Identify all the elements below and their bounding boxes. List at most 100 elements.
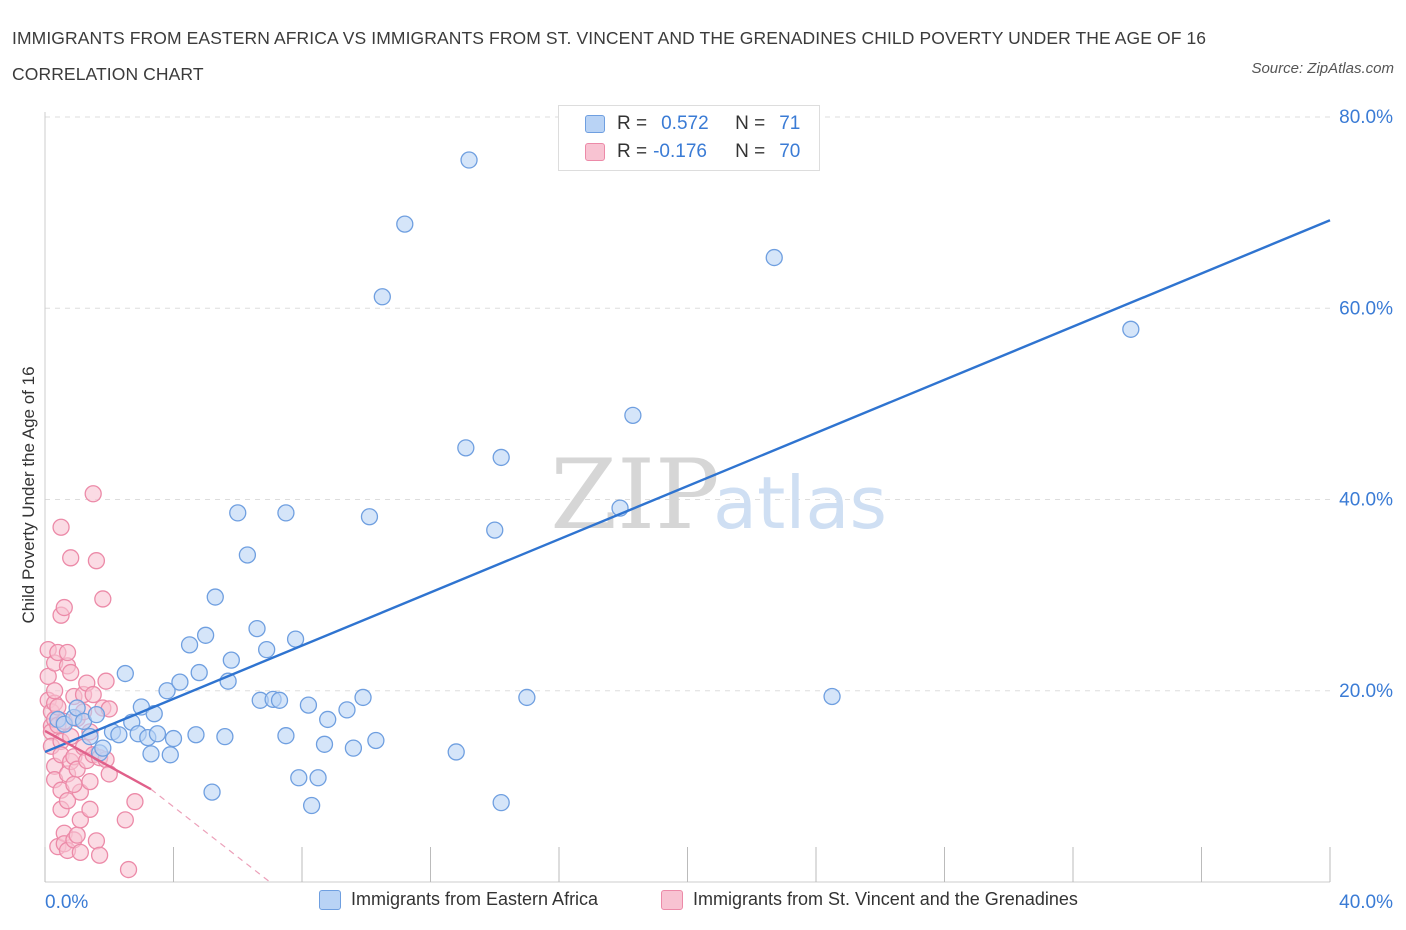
- stats-legend: R = 0.572 N = 71 R = -0.176 N = 70: [558, 105, 820, 171]
- data-point-eastern-africa: [315, 735, 334, 753]
- data-point-eastern-africa: [238, 546, 257, 564]
- data-point-eastern-africa: [457, 439, 475, 457]
- y-tick-label: 40.0%: [1339, 490, 1393, 511]
- data-point-eastern-africa: [203, 783, 221, 801]
- data-point-eastern-africa: [354, 688, 372, 707]
- r-value-blue: 0.572: [661, 113, 709, 134]
- blue-series-points: [49, 151, 1140, 815]
- watermark-zip: ZIP: [550, 439, 719, 551]
- axes: 20.0% 40.0% 60.0% 80.0% 0.0% 40.0%: [44, 107, 1393, 913]
- data-point-eastern-africa: [87, 706, 106, 724]
- x-tick-label: 0.0%: [45, 892, 88, 913]
- data-point-eastern-africa: [248, 619, 266, 638]
- data-point-eastern-africa: [319, 710, 337, 729]
- data-point-eastern-africa: [396, 215, 414, 233]
- data-point-st-vincent: [87, 552, 106, 570]
- data-point-st-vincent: [81, 800, 99, 818]
- blue-swatch: [319, 889, 341, 910]
- data-point-eastern-africa: [447, 743, 465, 761]
- data-point-eastern-africa: [367, 731, 385, 750]
- data-point-eastern-africa: [180, 636, 199, 654]
- data-point-eastern-africa: [823, 687, 841, 706]
- data-point-eastern-africa: [765, 248, 783, 267]
- data-point-eastern-africa: [216, 728, 234, 746]
- data-point-eastern-africa: [270, 691, 289, 709]
- data-point-eastern-africa: [290, 769, 308, 787]
- data-point-eastern-africa: [309, 769, 327, 787]
- n-value-pink: 70: [779, 141, 801, 162]
- data-point-eastern-africa: [222, 651, 240, 669]
- gridlines: [45, 116, 1330, 692]
- legend-item-st-vincent: Immigrants from St. Vincent and the Gren…: [661, 889, 1078, 910]
- r-value-pink: -0.176: [653, 141, 707, 162]
- data-point-st-vincent: [62, 549, 80, 567]
- data-point-st-vincent: [126, 793, 144, 811]
- data-point-eastern-africa: [116, 664, 134, 683]
- data-point-st-vincent: [65, 775, 83, 794]
- y-axis-label: Child Poverty Under the Age of 16: [19, 366, 38, 623]
- data-point-eastern-africa: [196, 626, 215, 644]
- y-tick-label: 80.0%: [1339, 107, 1393, 128]
- data-point-st-vincent: [84, 685, 102, 704]
- data-point-eastern-africa: [460, 151, 478, 169]
- data-point-eastern-africa: [187, 726, 205, 744]
- n-value-blue: 71: [779, 113, 801, 134]
- watermark-atlas: atlas: [713, 461, 887, 545]
- data-point-st-vincent: [94, 590, 112, 608]
- data-point-st-vincent: [45, 682, 64, 700]
- data-point-eastern-africa: [624, 406, 642, 425]
- data-point-st-vincent: [87, 832, 106, 850]
- data-point-st-vincent: [52, 518, 70, 536]
- data-point-st-vincent: [62, 663, 80, 682]
- legend-label-eastern-africa: Immigrants from Eastern Africa: [351, 889, 599, 909]
- data-point-eastern-africa: [164, 729, 183, 748]
- data-point-st-vincent: [90, 846, 109, 864]
- trendline-st-vincent: [150, 788, 271, 883]
- data-point-eastern-africa: [206, 588, 224, 606]
- data-point-eastern-africa: [158, 682, 176, 700]
- data-point-st-vincent: [116, 811, 134, 829]
- stats-row-blue: R = 0.572 N = 71: [585, 111, 800, 137]
- data-point-eastern-africa: [171, 673, 189, 691]
- x-tick-label: 40.0%: [1339, 892, 1393, 913]
- data-point-eastern-africa: [338, 701, 356, 719]
- data-point-st-vincent: [71, 843, 89, 862]
- data-point-eastern-africa: [258, 640, 276, 659]
- data-point-eastern-africa: [373, 288, 391, 306]
- trendline-st-vincent: [44, 729, 152, 791]
- data-point-eastern-africa: [161, 746, 179, 764]
- data-point-st-vincent: [119, 860, 138, 879]
- data-point-eastern-africa: [486, 521, 504, 539]
- trendline-eastern-africa: [44, 219, 1331, 754]
- data-point-eastern-africa: [94, 739, 112, 757]
- data-point-eastern-africa: [492, 793, 510, 812]
- data-point-st-vincent: [58, 792, 77, 810]
- data-point-eastern-africa: [142, 745, 160, 763]
- blue-swatch: [585, 115, 605, 133]
- data-point-eastern-africa: [360, 508, 379, 526]
- r-label: R =: [617, 141, 648, 162]
- data-point-eastern-africa: [277, 504, 295, 522]
- n-label: N =: [735, 113, 766, 134]
- source-label: Source: ZipAtlas.com: [1251, 60, 1394, 77]
- data-point-eastern-africa: [1122, 320, 1140, 338]
- chart-title: IMMIGRANTS FROM EASTERN AFRICA VS IMMIGR…: [12, 28, 1207, 84]
- data-point-st-vincent: [55, 598, 73, 617]
- y-tick-label: 60.0%: [1339, 298, 1393, 319]
- data-point-st-vincent: [81, 772, 99, 791]
- data-point-eastern-africa: [110, 726, 128, 744]
- r-label: R =: [617, 113, 648, 134]
- data-point-eastern-africa: [344, 739, 363, 757]
- pink-swatch: [585, 143, 605, 161]
- data-point-eastern-africa: [277, 727, 295, 745]
- data-point-eastern-africa: [302, 796, 321, 815]
- data-point-eastern-africa: [518, 688, 536, 707]
- n-label: N =: [735, 141, 766, 162]
- data-point-eastern-africa: [190, 663, 208, 682]
- data-point-st-vincent: [58, 643, 77, 662]
- stats-row-pink: R = -0.176 N = 70: [585, 139, 800, 165]
- pink-swatch: [661, 889, 683, 910]
- data-point-st-vincent: [68, 826, 86, 844]
- data-point-eastern-africa: [229, 504, 247, 522]
